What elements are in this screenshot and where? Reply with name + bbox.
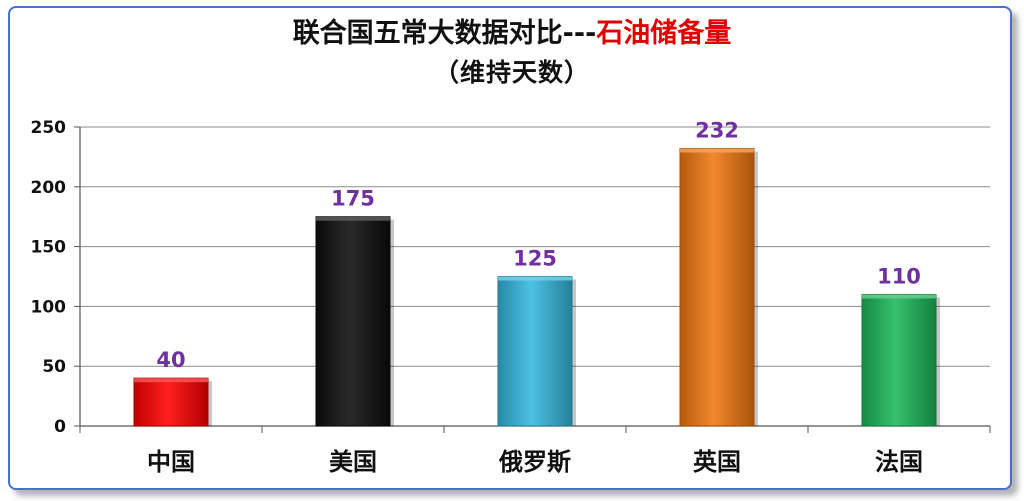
x-tick-label: 英国 (693, 448, 741, 476)
x-tick-label: 美国 (329, 448, 377, 476)
y-tick-label: 250 (31, 118, 67, 138)
data-labels: 40 175 125 232 110 (156, 119, 921, 373)
y-tick-label: 0 (54, 417, 66, 437)
data-label: 232 (695, 119, 739, 143)
x-tick-labels: 中国 美国 俄罗斯 英国 法国 (147, 448, 923, 476)
bar-highlight (862, 294, 936, 299)
x-tick-label: 中国 (147, 448, 195, 476)
y-tick-label: 200 (31, 178, 67, 198)
chart-title: 联合国五常大数据对比---石油储备量 (0, 14, 1024, 54)
bars (133, 148, 940, 427)
bar (133, 377, 209, 427)
data-label: 125 (513, 247, 557, 271)
data-label: 175 (331, 187, 375, 211)
data-label: 40 (156, 348, 185, 372)
x-tick-label: 法国 (875, 448, 923, 476)
y-tick-label: 50 (42, 357, 66, 377)
bar-highlight (134, 378, 208, 383)
x-tick-label: 俄罗斯 (498, 448, 571, 476)
chart-title-block: 联合国五常大数据对比---石油储备量 （维持天数） (0, 14, 1024, 92)
chart-title-main: 联合国五常大数据对比--- (292, 18, 597, 49)
chart-title-highlight: 石油储备量 (596, 18, 732, 49)
bar (679, 148, 755, 427)
bar (315, 216, 391, 427)
bar (861, 293, 937, 427)
y-tick-labels: 0 50 100 150 200 250 (31, 118, 67, 437)
bar-highlight (498, 276, 572, 281)
bar (497, 276, 573, 427)
chart-subtitle: （维持天数） (433, 58, 590, 87)
bar-highlight (316, 216, 390, 221)
y-tick-label: 150 (31, 238, 67, 258)
y-tick-label: 100 (31, 297, 67, 317)
data-label: 110 (877, 264, 921, 288)
bar-highlight (680, 148, 754, 153)
